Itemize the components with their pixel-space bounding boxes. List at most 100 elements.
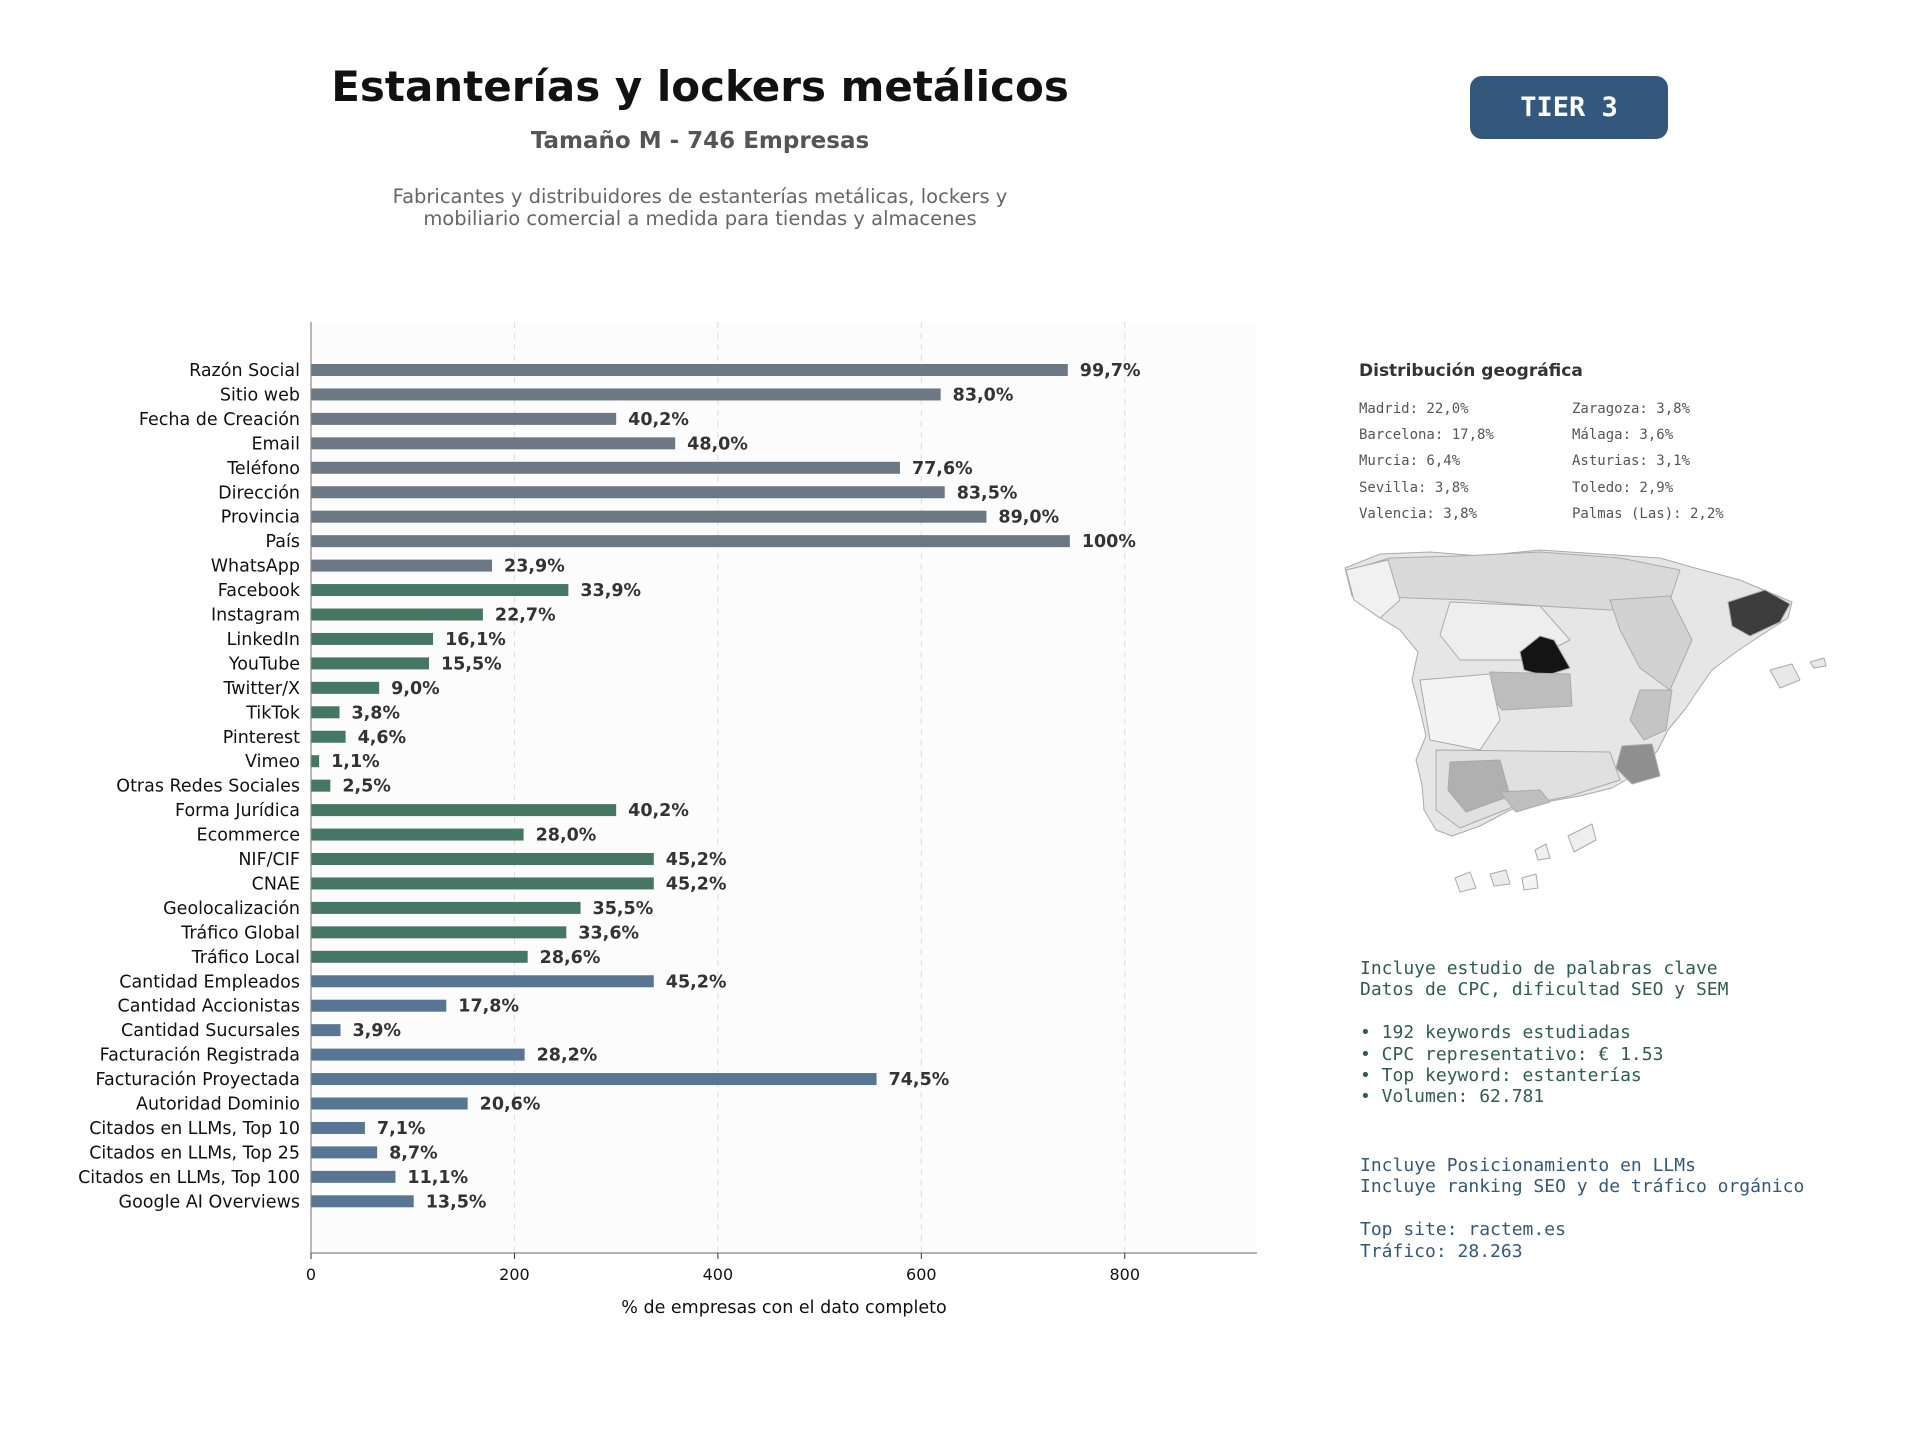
category-label: Facebook	[218, 581, 301, 601]
value-label: 3,9%	[352, 1021, 401, 1041]
bar	[311, 510, 987, 523]
bar	[311, 828, 524, 841]
value-label: 33,9%	[580, 581, 641, 601]
category-label: Email	[251, 434, 300, 454]
keywords-line-1: Incluye estudio de palabras clave	[1360, 958, 1718, 979]
keywords-bullet-4: • Volumen: 62.781	[1360, 1086, 1545, 1108]
bar	[311, 461, 900, 474]
value-label: 74,5%	[889, 1070, 950, 1090]
llm-line-4: Tráfico: 28.263	[1360, 1240, 1523, 1262]
category-label: Sitio web	[220, 385, 300, 405]
category-label: TikTok	[245, 703, 301, 723]
value-label: 3,8%	[351, 703, 400, 723]
category-label: Otras Redes Sociales	[116, 777, 300, 797]
value-label: 1,1%	[331, 752, 380, 772]
map-region-sevilla	[1447, 759, 1511, 813]
category-label: Geolocalización	[163, 899, 300, 919]
bar	[311, 632, 434, 645]
bar	[311, 1073, 877, 1086]
category-label: Tráfico Local	[191, 948, 300, 968]
value-label: 89,0%	[998, 508, 1059, 528]
value-label: 83,5%	[957, 483, 1018, 503]
value-label: 13,5%	[426, 1192, 487, 1212]
category-label: Razón Social	[189, 361, 300, 381]
value-label: 48,0%	[687, 434, 748, 454]
value-label: 77,6%	[912, 459, 973, 479]
category-label: Provincia	[221, 508, 300, 528]
map-region-canarias-5	[1521, 873, 1539, 891]
bar	[311, 999, 447, 1012]
description-line-2: mobiliario comercial a medida para tiend…	[423, 207, 977, 230]
geo-list-col1: Madrid: 22,0% Barcelona: 17,8% Murcia: 6…	[1359, 396, 1494, 527]
bar	[311, 584, 569, 597]
value-label: 22,7%	[495, 606, 556, 626]
keywords-info: Incluye estudio de palabras clave Datos d…	[1360, 958, 1728, 1108]
geo-item: Barcelona: 17,8%	[1359, 427, 1494, 444]
value-label: 23,9%	[504, 557, 565, 577]
value-label: 2,5%	[342, 777, 391, 797]
spain-choropleth-map	[1344, 549, 1827, 893]
bar	[311, 388, 941, 401]
x-axis-label: % de empresas con el dato completo	[621, 1298, 946, 1318]
category-label: Ecommerce	[197, 826, 300, 846]
bar	[311, 1146, 378, 1159]
value-label: 4,6%	[358, 728, 407, 748]
value-label: 28,2%	[537, 1046, 598, 1066]
value-label: 17,8%	[458, 997, 519, 1017]
keywords-bullet-1: • 192 keywords estudiadas	[1360, 1022, 1631, 1044]
bar	[311, 950, 528, 963]
bar	[311, 730, 346, 743]
x-tick-label: 800	[1109, 1265, 1140, 1284]
value-label: 20,6%	[480, 1095, 541, 1115]
bar	[311, 437, 676, 450]
value-label: 40,2%	[628, 801, 689, 821]
bar	[311, 853, 654, 865]
category-label: Google AI Overviews	[119, 1192, 300, 1212]
bar	[311, 535, 1070, 548]
geo-item: Palmas (Las): 2,2%	[1572, 505, 1724, 522]
category-label: Cantidad Sucursales	[121, 1021, 300, 1041]
bar	[311, 804, 617, 817]
bar	[311, 877, 654, 890]
x-tick-label: 0	[306, 1265, 316, 1284]
page-title: Estanterías y lockers metálicos	[331, 62, 1069, 111]
category-label: Citados en LLMs, Top 25	[89, 1143, 300, 1163]
x-tick-label: 600	[906, 1265, 937, 1284]
bar	[311, 1195, 414, 1208]
bar	[311, 1121, 365, 1134]
category-label: Facturación Proyectada	[96, 1070, 300, 1090]
bar	[311, 1170, 396, 1183]
geo-item: Sevilla: 3,8%	[1359, 479, 1469, 496]
map-region-madrid	[1519, 635, 1571, 677]
bar	[311, 1048, 525, 1061]
geo-list-col2: Zaragoza: 3,8% Málaga: 3,6% Asturias: 3,…	[1572, 396, 1724, 527]
map-region-canarias-2	[1489, 869, 1511, 887]
category-label: País	[266, 532, 300, 552]
category-label: Cantidad Accionistas	[117, 997, 300, 1017]
llm-info: Incluye Posicionamiento en LLMs Incluye r…	[1360, 1155, 1804, 1262]
page-description: Fabricantes y distribuidores de estanter…	[300, 186, 1100, 230]
category-label: Citados en LLMs, Top 100	[78, 1168, 300, 1188]
value-label: 40,2%	[628, 410, 689, 430]
keywords-line-2: Datos de CPC, dificultad SEO y SEM	[1360, 979, 1729, 1001]
geo-item: Asturias: 3,1%	[1572, 453, 1691, 470]
value-label: 83,0%	[953, 385, 1014, 405]
bar	[311, 1024, 341, 1037]
category-label: NIF/CIF	[238, 850, 300, 870]
map-region-galicia	[1345, 559, 1401, 619]
category-label: Vimeo	[245, 752, 300, 772]
geo-item: Toledo: 2,9%	[1572, 479, 1674, 496]
bar	[311, 901, 581, 914]
category-label: YouTube	[228, 654, 300, 674]
plot-area	[311, 322, 1257, 1253]
value-label: 100%	[1082, 532, 1136, 552]
value-label: 45,2%	[666, 874, 727, 894]
value-label: 35,5%	[593, 899, 654, 919]
value-label: 15,5%	[441, 654, 502, 674]
map-region-valencia	[1629, 689, 1673, 741]
description-line-1: Fabricantes y distribuidores de estanter…	[392, 185, 1008, 208]
llm-line-1: Incluye Posicionamiento en LLMs	[1360, 1155, 1696, 1176]
category-label: Pinterest	[223, 728, 300, 748]
bar	[311, 486, 945, 499]
category-label: Dirección	[218, 483, 300, 503]
